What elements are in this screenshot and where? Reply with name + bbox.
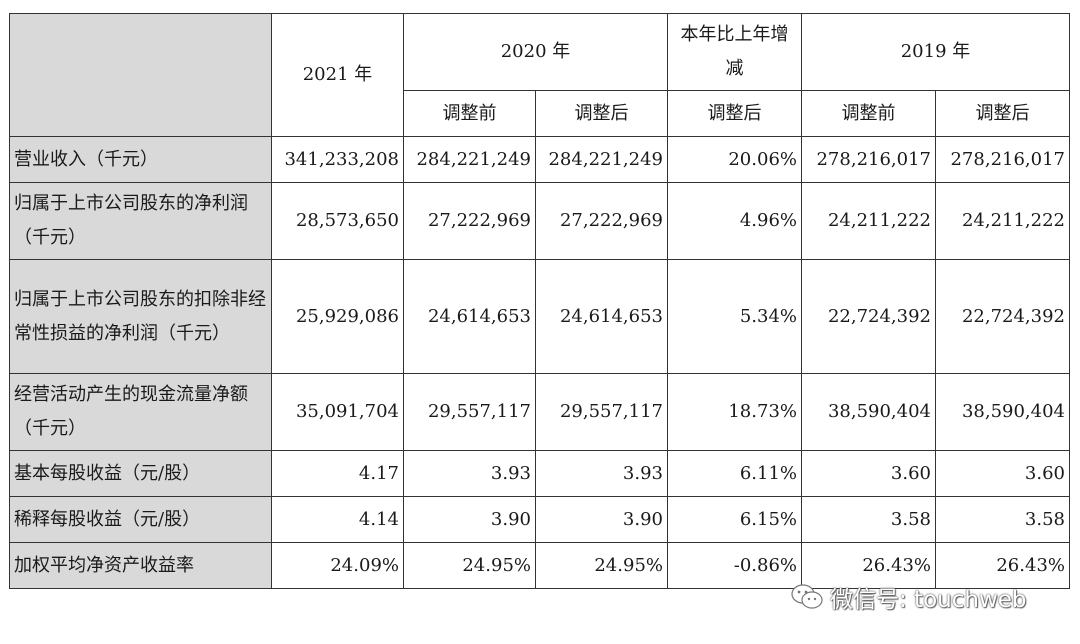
cell-change: 6.15% bbox=[667, 496, 802, 543]
header-2021: 2021 年 bbox=[271, 13, 404, 137]
table-row: 营业收入（千元） 341,233,208 284,221,249 284,221… bbox=[9, 136, 1070, 183]
financial-summary-table: 2021 年 2020 年 本年比上年增减 2019 年 调整前 调整后 调整后… bbox=[9, 13, 1070, 589]
header-change: 本年比上年增减 bbox=[667, 13, 802, 91]
cell-2020-after: 24,614,653 bbox=[535, 259, 668, 374]
cell-2020-after: 3.90 bbox=[535, 496, 668, 543]
cell-2019-before: 38,590,404 bbox=[801, 373, 936, 451]
cell-2020-after: 3.93 bbox=[535, 450, 668, 497]
table-row: 经营活动产生的现金流量净额（千元） 35,091,704 29,557,117 … bbox=[9, 373, 1070, 451]
cell-2021: 341,233,208 bbox=[271, 136, 404, 183]
cell-2021: 4.14 bbox=[271, 496, 404, 543]
cell-2021: 28,573,650 bbox=[271, 182, 404, 260]
table-row: 稀释每股收益（元/股） 4.14 3.90 3.90 6.15% 3.58 3.… bbox=[9, 496, 1070, 543]
header-2020-before: 调整前 bbox=[403, 90, 536, 137]
header-2020: 2020 年 bbox=[403, 13, 668, 91]
cell-2019-after: 38,590,404 bbox=[935, 373, 1070, 451]
header-row-1: 2021 年 2020 年 本年比上年增减 2019 年 bbox=[9, 13, 1070, 137]
cell-2019-after: 22,724,392 bbox=[935, 259, 1070, 374]
cell-2019-after: 278,216,017 bbox=[935, 136, 1070, 183]
cell-change: -0.86% bbox=[667, 542, 802, 589]
header-2019: 2019 年 bbox=[801, 13, 1070, 91]
header-blank-cell bbox=[9, 13, 272, 137]
cell-2019-before: 22,724,392 bbox=[801, 259, 936, 374]
cell-2020-before: 27,222,969 bbox=[403, 182, 536, 260]
table-row: 加权平均净资产收益率 24.09% 24.95% 24.95% -0.86% 2… bbox=[9, 542, 1070, 589]
row-label: 基本每股收益（元/股） bbox=[9, 450, 272, 497]
table-row: 归属于上市公司股东的扣除非经常性损益的净利润（千元） 25,929,086 24… bbox=[9, 259, 1070, 374]
cell-2020-after: 29,557,117 bbox=[535, 373, 668, 451]
cell-2019-before: 3.60 bbox=[801, 450, 936, 497]
cell-2019-before: 3.58 bbox=[801, 496, 936, 543]
cell-2019-after: 3.58 bbox=[935, 496, 1070, 543]
row-label: 稀释每股收益（元/股） bbox=[9, 496, 272, 543]
cell-2021: 35,091,704 bbox=[271, 373, 404, 451]
cell-2020-after: 24.95% bbox=[535, 542, 668, 589]
cell-change: 5.34% bbox=[667, 259, 802, 374]
header-row-2: 调整前 调整后 调整后 调整前 调整后 bbox=[10, 90, 1070, 137]
wechat-icon bbox=[790, 582, 824, 612]
row-label: 归属于上市公司股东的净利润（千元） bbox=[9, 182, 272, 260]
cell-2020-after: 284,221,249 bbox=[535, 136, 668, 183]
cell-2021: 24.09% bbox=[271, 542, 404, 589]
cell-2019-after: 26.43% bbox=[935, 542, 1070, 589]
header-change-after: 调整后 bbox=[667, 90, 802, 137]
cell-2019-after: 3.60 bbox=[935, 450, 1070, 497]
cell-change: 20.06% bbox=[667, 136, 802, 183]
cell-2021: 4.17 bbox=[271, 450, 404, 497]
row-label: 归属于上市公司股东的扣除非经常性损益的净利润（千元） bbox=[9, 259, 272, 374]
cell-change: 6.11% bbox=[667, 450, 802, 497]
cell-change: 4.96% bbox=[667, 182, 802, 260]
cell-2020-before: 3.93 bbox=[403, 450, 536, 497]
cell-2019-before: 24,211,222 bbox=[801, 182, 936, 260]
cell-2020-before: 24.95% bbox=[403, 542, 536, 589]
cell-2020-before: 24,614,653 bbox=[403, 259, 536, 374]
row-label: 营业收入（千元） bbox=[9, 136, 272, 183]
cell-2020-before: 284,221,249 bbox=[403, 136, 536, 183]
row-label: 加权平均净资产收益率 bbox=[9, 542, 272, 589]
cell-2019-before: 278,216,017 bbox=[801, 136, 936, 183]
cell-2019-before: 26.43% bbox=[801, 542, 936, 589]
cell-2020-before: 3.90 bbox=[403, 496, 536, 543]
cell-2021: 25,929,086 bbox=[271, 259, 404, 374]
row-label: 经营活动产生的现金流量净额（千元） bbox=[9, 373, 272, 451]
header-2019-before: 调整前 bbox=[801, 90, 936, 137]
cell-2020-before: 29,557,117 bbox=[403, 373, 536, 451]
cell-change: 18.73% bbox=[667, 373, 802, 451]
watermark-text: 微信号: touchweb bbox=[830, 587, 1027, 613]
wechat-watermark: 微信号: touchweb bbox=[790, 580, 1027, 614]
cell-2020-after: 27,222,969 bbox=[535, 182, 668, 260]
header-2019-after: 调整后 bbox=[935, 90, 1070, 137]
cell-2019-after: 24,211,222 bbox=[935, 182, 1070, 260]
table-row: 基本每股收益（元/股） 4.17 3.93 3.93 6.11% 3.60 3.… bbox=[9, 450, 1070, 497]
header-2020-after: 调整后 bbox=[535, 90, 668, 137]
table-row: 归属于上市公司股东的净利润（千元） 28,573,650 27,222,969 … bbox=[9, 182, 1070, 260]
